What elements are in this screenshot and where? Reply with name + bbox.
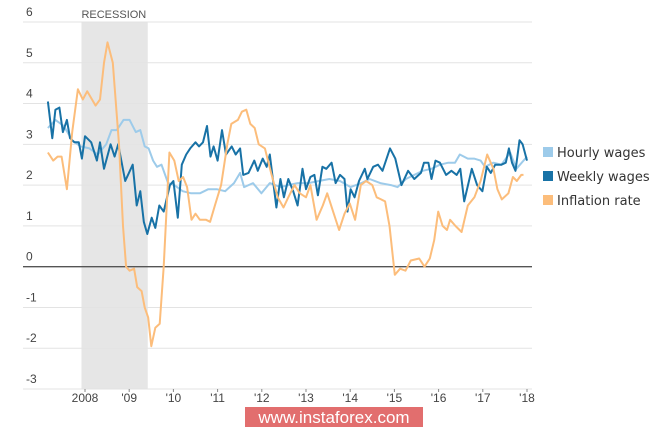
recession-label: RECESSION <box>81 9 146 21</box>
series-line-inflation-rate <box>47 41 524 348</box>
y-tick-label: 1 <box>26 209 33 223</box>
legend-swatch <box>543 195 553 205</box>
watermark: www.instaforex.com <box>245 407 423 427</box>
watermark-box <box>245 407 423 427</box>
gridlines <box>23 21 532 390</box>
x-tick-label: '11 <box>210 391 225 405</box>
x-tick-label: '10 <box>166 391 182 405</box>
x-tick-label: '14 <box>342 391 358 405</box>
legend-swatch <box>543 171 553 181</box>
x-tick-label: '09 <box>121 391 137 405</box>
y-tick-label: -1 <box>26 290 37 304</box>
y-tick-label: 2 <box>26 168 33 182</box>
y-tick-label: 5 <box>26 46 33 60</box>
y-axis-ticks: 6 5 4 3 2 1 0 -1 -2 -3 <box>26 5 37 386</box>
legend-label: Inflation rate <box>557 194 641 209</box>
series-line-hourly-wages <box>47 118 528 195</box>
y-tick-label: 3 <box>26 127 33 141</box>
x-tick-label: '18 <box>519 391 535 405</box>
legend-label: Hourly wages <box>557 146 646 161</box>
y-tick-label: 0 <box>26 250 33 264</box>
y-tick-label: -2 <box>26 331 37 345</box>
legend-label: Weekly wages <box>557 170 650 185</box>
watermark-text: www.instaforex.com <box>257 408 409 427</box>
x-tick-label: '16 <box>431 391 447 405</box>
x-tick-label: '12 <box>254 391 270 405</box>
x-tick-label: '17 <box>475 391 491 405</box>
x-tick-label: '13 <box>298 391 314 405</box>
y-tick-label: 6 <box>26 5 33 19</box>
y-tick-label: 4 <box>26 87 33 101</box>
legend: Hourly wages Weekly wages Inflation rate <box>543 146 650 209</box>
series-line-weekly-wages <box>46 101 528 235</box>
x-axis-ticks: 2008 '09 '10 '11 '12 '13 '14 '15 '16 '17 '18 <box>72 389 535 405</box>
y-tick-label: -3 <box>26 372 37 386</box>
x-tick-label: '15 <box>387 391 403 405</box>
x-tick-label: 2008 <box>72 391 99 405</box>
series-lines <box>46 41 528 348</box>
legend-swatch <box>543 147 553 157</box>
